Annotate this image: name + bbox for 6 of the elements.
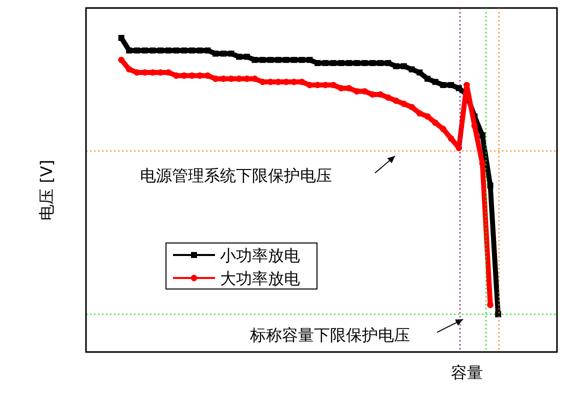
x-axis-title: 容量 xyxy=(451,363,483,382)
y-axis-title: 电压 [V] xyxy=(37,160,56,220)
ref-line-label: 标称容量下限保护电压 xyxy=(249,325,410,344)
legend-label: 大功率放电 xyxy=(220,269,300,288)
legend-label: 小功率放电 xyxy=(220,246,300,265)
ref-line-label: 电源管理系统下限保护电压 xyxy=(140,166,332,185)
